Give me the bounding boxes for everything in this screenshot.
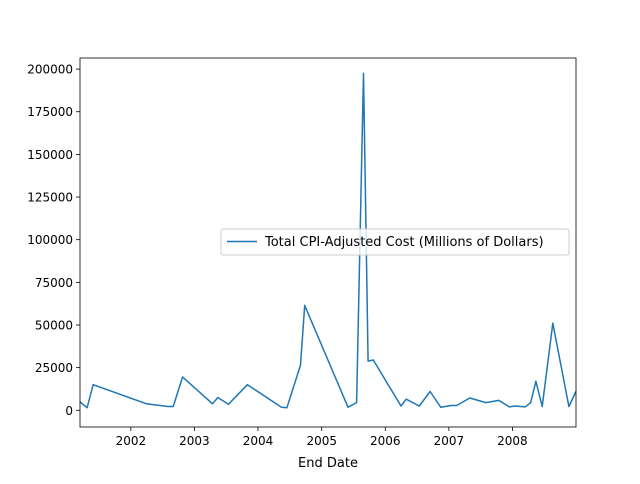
y-tick-label: 125000 (27, 191, 73, 205)
x-tick-label: 2008 (497, 434, 528, 448)
data-point (456, 404, 458, 407)
data-point (524, 406, 526, 408)
data-point (367, 360, 369, 362)
x-tick-label: 2004 (243, 434, 274, 448)
y-tick-label: 200000 (27, 63, 73, 77)
data-point (211, 403, 214, 405)
x-axis-ticks: 2002 2003 2004 2005 2006 2007 2008 (116, 427, 528, 448)
legend-box (220, 228, 570, 256)
data-point (92, 384, 94, 386)
data-point (299, 364, 302, 366)
data-point (429, 390, 431, 393)
data-point (372, 359, 374, 361)
y-tick-label: 50000 (35, 318, 73, 332)
y-tick-label: 100000 (27, 233, 73, 247)
data-point (514, 405, 516, 407)
x-axis-label: End Date (298, 456, 358, 471)
data-point (286, 407, 288, 409)
data-point (217, 396, 219, 399)
y-tick-label: 0 (65, 404, 73, 418)
data-point (469, 397, 471, 399)
data-point (304, 304, 306, 306)
data-point (418, 405, 420, 407)
plot-frame (79, 57, 577, 428)
data-point (440, 406, 442, 408)
data-point (450, 404, 452, 407)
legend: Total CPI-Adjusted Cost (Millions of Dol… (220, 228, 570, 256)
data-point (362, 72, 365, 74)
x-tick-label: 2002 (116, 434, 147, 448)
data-point (400, 405, 402, 407)
x-tick-label: 2006 (370, 434, 401, 448)
data-point (552, 322, 554, 324)
x-tick-label: 2003 (179, 434, 210, 448)
data-point (145, 403, 148, 405)
data-point (498, 399, 500, 401)
data-point (485, 402, 487, 404)
data-point (172, 405, 174, 408)
data-point (167, 405, 169, 408)
data-point (405, 398, 407, 400)
data-point (86, 407, 88, 409)
data-point (508, 406, 511, 408)
data-point (347, 406, 349, 408)
data-point (568, 405, 570, 408)
data-point (541, 405, 543, 408)
data-point (535, 380, 537, 382)
data-point (530, 402, 532, 404)
y-tick-label: 25000 (35, 361, 73, 375)
data-point (227, 403, 229, 405)
data-point (246, 384, 248, 386)
x-tick-label: 2005 (306, 434, 337, 448)
y-tick-label: 150000 (27, 148, 73, 162)
series-layer (79, 72, 577, 409)
data-point (182, 376, 184, 378)
y-tick-label: 175000 (27, 105, 73, 119)
y-axis-ticks: 0 25000 50000 75000 100000 125000 150000 175000… (27, 63, 80, 418)
data-point (356, 402, 358, 404)
data-point (280, 406, 283, 408)
legend-label: Total CPI-Adjusted Cost (Millions of Dol… (264, 235, 544, 250)
x-tick-label: 2007 (434, 434, 465, 448)
y-tick-label: 75000 (35, 276, 73, 290)
